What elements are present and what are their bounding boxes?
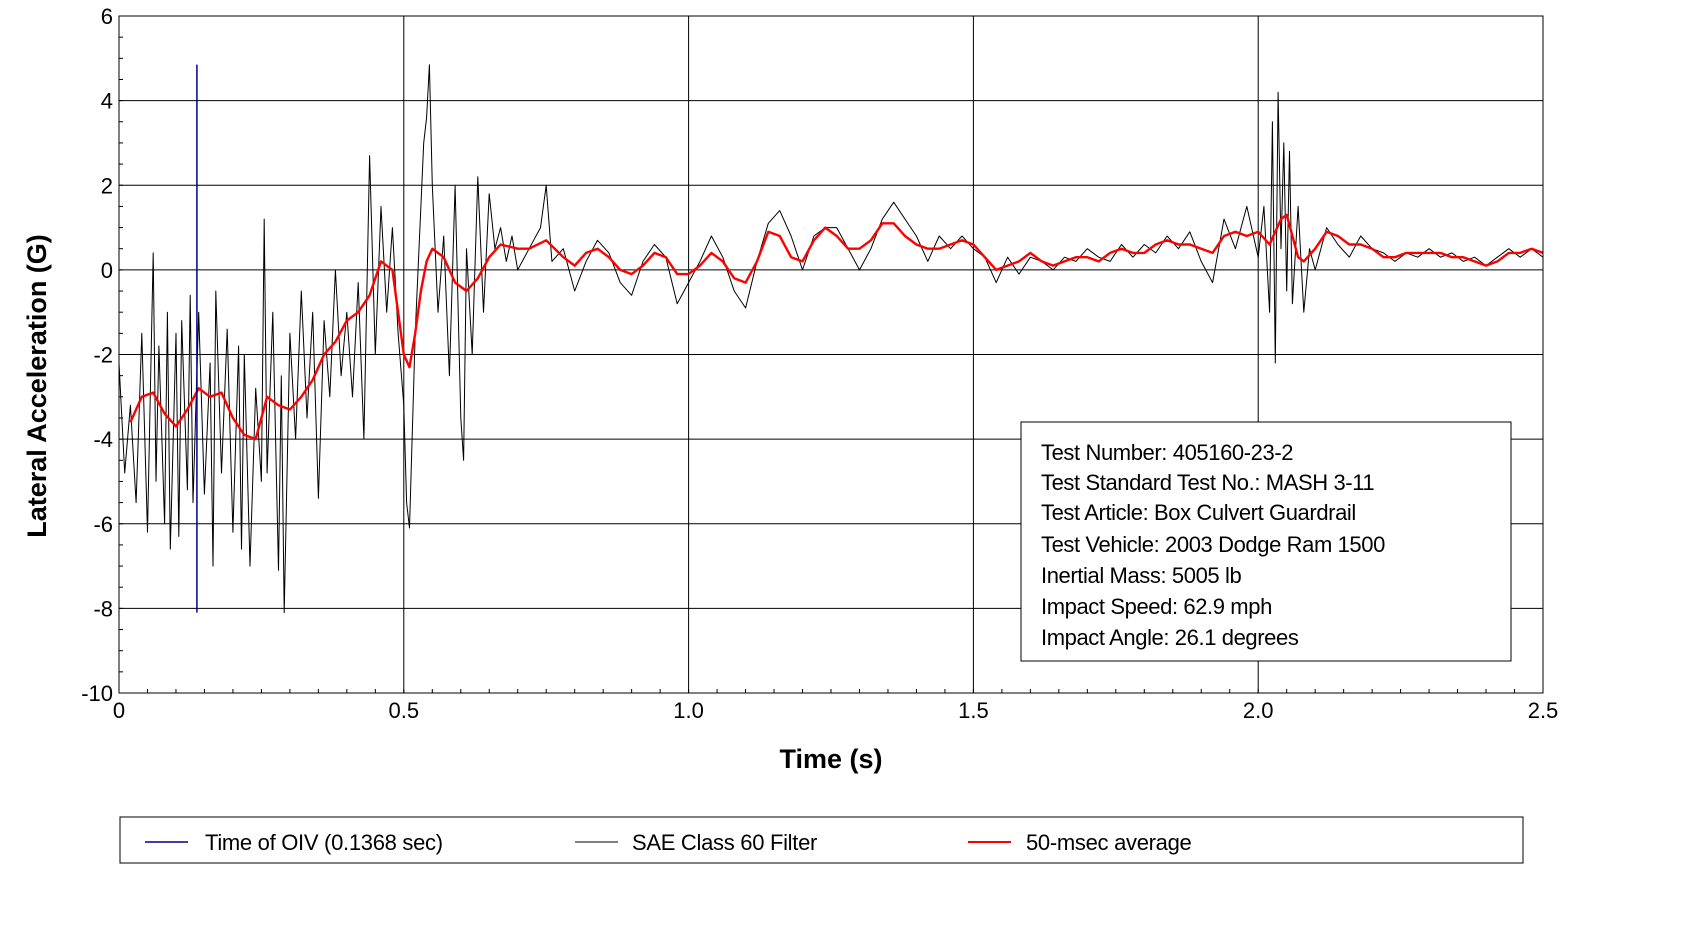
info-impact-speed: Impact Speed: 62.9 mph [1041, 594, 1272, 619]
legend-label-oiv: Time of OIV (0.1368 sec) [205, 830, 443, 855]
info-impact-angle: Impact Angle: 26.1 degrees [1041, 625, 1299, 650]
y-tick-label-2: -6 [93, 512, 113, 537]
y-tick-label-4: -2 [93, 343, 113, 368]
y-tick-label-3: -4 [93, 427, 113, 452]
legend-label-average: 50-msec average [1026, 830, 1192, 855]
plot-area-border [118, 15, 1544, 694]
y-tick-label-7: 4 [101, 89, 113, 114]
y-axis-title: Lateral Acceleration (G) [22, 234, 52, 538]
x-axis-title: Time (s) [779, 744, 882, 774]
y-tick-label-1: -8 [93, 596, 113, 621]
x-tick-label-5: 2.5 [1528, 698, 1559, 723]
series-line-sae-class-60-filter [118, 64, 1544, 614]
y-tick-label-6: 2 [101, 173, 113, 198]
y-axis-tick-labels: -10 -8 -6 -4 -2 0 2 4 6 [81, 4, 113, 706]
series-layer [118, 64, 1544, 614]
y-tick-label-8: 6 [101, 4, 113, 29]
series-line-50-msec-average [129, 213, 1544, 441]
minor-ticks [118, 15, 1544, 694]
test-info-box: Test Number: 405160-23-2 Test Standard T… [1020, 421, 1512, 662]
x-tick-label-2: 1.0 [673, 698, 704, 723]
info-test-article: Test Article: Box Culvert Guardrail [1041, 500, 1356, 525]
x-axis-tick-labels: 0 0.5 1.0 1.5 2.0 2.5 [113, 698, 1558, 723]
legend-label-sae: SAE Class 60 Filter [632, 830, 817, 855]
info-inertial-mass: Inertial Mass: 5005 lb [1041, 563, 1241, 588]
y-tick-label-5: 0 [101, 258, 113, 283]
info-test-vehicle: Test Vehicle: 2003 Dodge Ram 1500 [1041, 532, 1385, 557]
x-tick-label-4: 2.0 [1243, 698, 1274, 723]
x-tick-label-0: 0 [113, 698, 125, 723]
info-test-standard: Test Standard Test No.: MASH 3-11 [1041, 470, 1374, 495]
x-tick-label-3: 1.5 [958, 698, 989, 723]
legend-frame [119, 816, 1524, 864]
info-test-number: Test Number: 405160-23-2 [1041, 440, 1293, 465]
x-tick-label-1: 0.5 [389, 698, 420, 723]
legend: Time of OIV (0.1368 sec) SAE Class 60 Fi… [119, 816, 1524, 864]
y-tick-label-0: -10 [81, 681, 113, 706]
info-box-frame [1020, 421, 1512, 662]
